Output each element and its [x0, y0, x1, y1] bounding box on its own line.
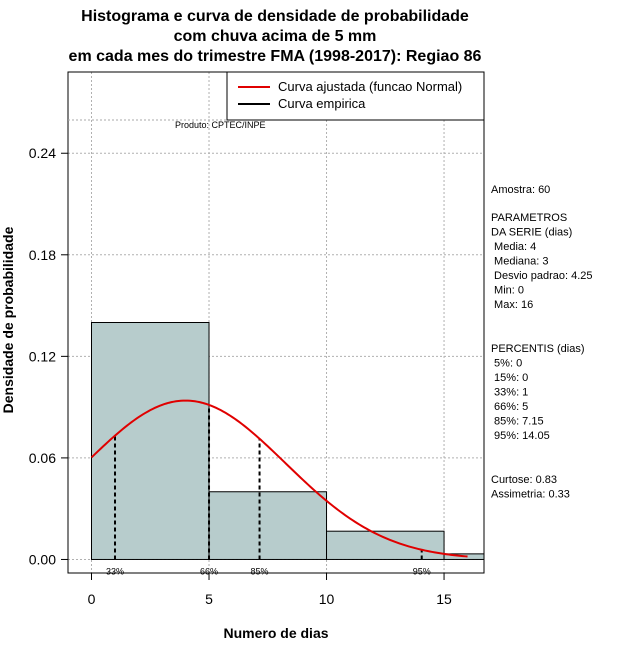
percentile-label-3: 95% — [413, 566, 431, 576]
params-block-line-1: DA SERIE (dias) — [491, 227, 572, 239]
params-block-line-4: Desvio padrao: 4.25 — [491, 270, 593, 282]
y-axis-label: Densidade de probabilidade — [0, 226, 16, 413]
y-tick-label-4: 0.24 — [29, 145, 56, 161]
histogram-bars — [91, 322, 485, 560]
pct-block-line-6: 95%: 14.05 — [491, 430, 550, 442]
x-tick-label-0: 0 — [88, 591, 96, 607]
params-block-line-6: Max: 16 — [491, 299, 533, 311]
x-axis-label: Numero de dias — [223, 625, 328, 641]
sample-size: Amostra: 60 — [491, 184, 550, 196]
legend-label-empirical: Curva empirica — [278, 96, 366, 111]
percentile-label-1: 66% — [200, 566, 218, 576]
pct-block-line-0: PERCENTIS (dias) — [491, 343, 585, 355]
pct-block-line-4: 66%: 5 — [491, 401, 528, 413]
chart-title-line-1: Histograma e curva de densidade de proba… — [81, 8, 469, 25]
pct-block-line-2: 15%: 0 — [491, 372, 528, 384]
shape-stats: Curtose: 0.83 Assimetria: 0.33 — [491, 474, 570, 501]
x-tick-label-2: 10 — [319, 591, 335, 607]
pct-block-line-5: 85%: 7.15 — [491, 416, 544, 428]
histogram-bar-2 — [326, 530, 445, 560]
percentile-label-0: 33% — [106, 566, 124, 576]
stats-panel: Amostra: 60 PARAMETROS DA SERIE (dias) Me… — [491, 184, 593, 501]
axes: 0 5 10 15 0.00 0.06 0.12 0.18 0.24 — [29, 145, 452, 607]
histogram-bar-0 — [91, 322, 210, 560]
y-tick-label-3: 0.18 — [29, 247, 56, 263]
legend-label-fitted: Curva ajustada (funcao Normal) — [278, 79, 462, 94]
y-tick-label-1: 0.06 — [29, 450, 56, 466]
percentile-markers: 33% 66% 85% 95% — [106, 404, 431, 576]
normal-curve-line — [90, 399, 468, 558]
percentiles-list: PERCENTIS (dias) 5%: 0 15%: 0 33%: 1 66%… — [491, 343, 585, 442]
params-block-line-3: Mediana: 3 — [491, 256, 548, 268]
params-block-line-0: PARAMETROS — [491, 212, 567, 224]
producer-label: Produto: CPTEC/INPE — [175, 120, 266, 130]
pct-block-line-1: 5%: 0 — [491, 358, 522, 370]
histogram-bar-1 — [208, 491, 328, 560]
params-block-line-5: Min: 0 — [491, 285, 524, 297]
legend: Curva ajustada (funcao Normal) Curva emp… — [226, 71, 485, 121]
x-tick-label-1: 5 — [205, 591, 213, 607]
pct-block-line-3: 33%: 1 — [491, 387, 528, 399]
percentile-label-2: 85% — [251, 566, 269, 576]
shape-block-line-1: Assimetria: 0.33 — [491, 489, 570, 501]
y-tick-label-2: 0.12 — [29, 348, 56, 364]
params-block-line-2: Media: 4 — [491, 241, 536, 253]
legend-box — [226, 71, 485, 121]
y-tick-label-0: 0.00 — [29, 551, 56, 567]
chart-title-line-2: com chuva acima de 5 mm — [174, 28, 377, 45]
chart-title-line-3: em cada mes do trimestre FMA (1998-2017)… — [69, 48, 482, 65]
x-tick-label-3: 15 — [436, 591, 452, 607]
shape-block-line-0: Curtose: 0.83 — [491, 474, 557, 486]
series-parameters: PARAMETROS DA SERIE (dias) Media: 4 Media… — [491, 212, 593, 311]
